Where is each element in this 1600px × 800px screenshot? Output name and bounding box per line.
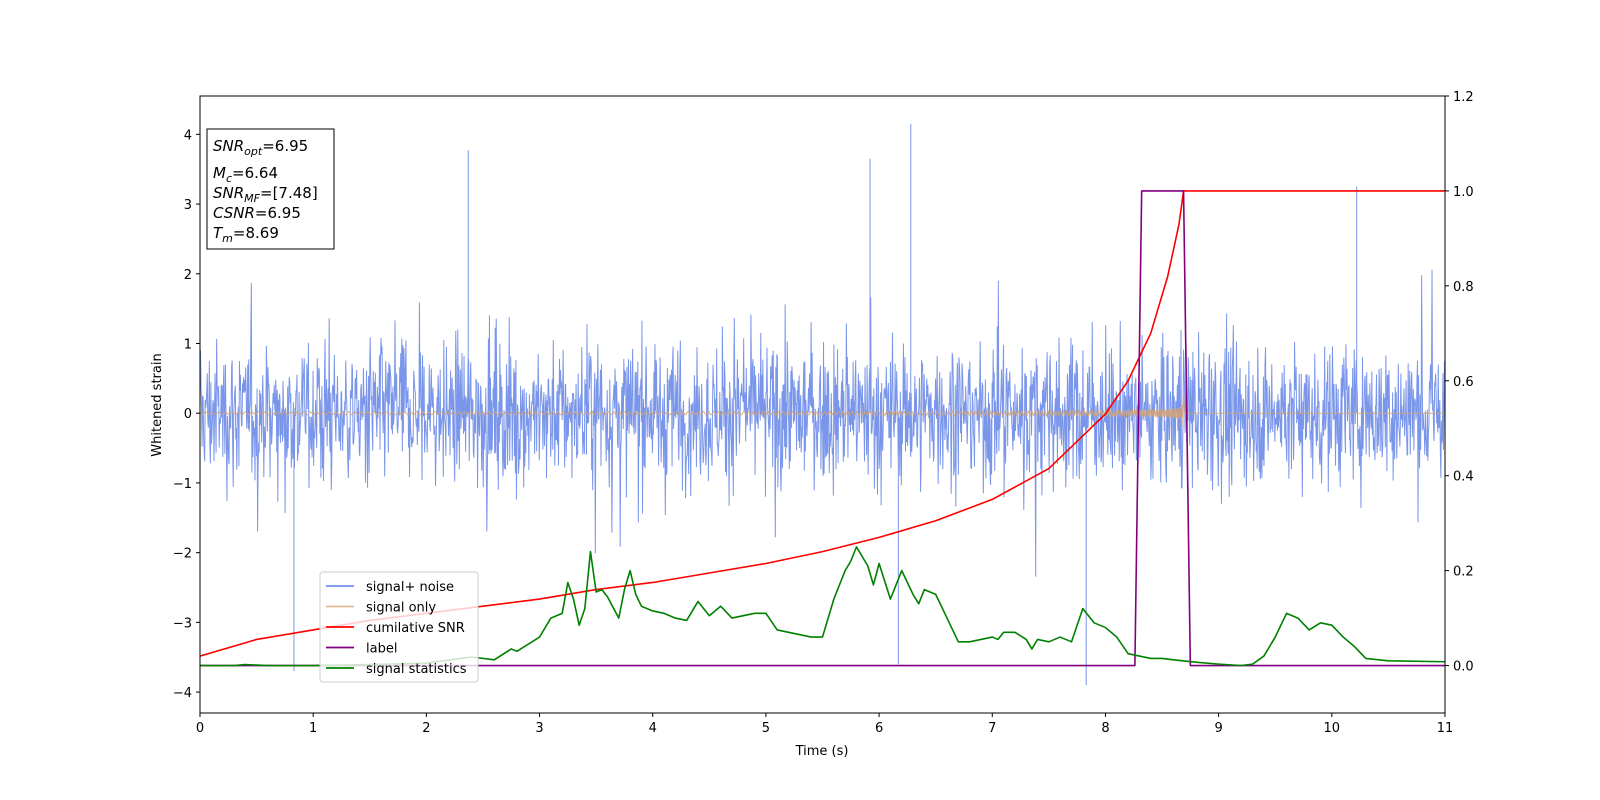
plot-area <box>200 123 1445 686</box>
x-tick-label: 7 <box>988 721 996 736</box>
y-tick-label: 0 <box>184 407 192 422</box>
info-snr-mf-value: =[7.48] <box>260 184 318 202</box>
legend-signal-statistics-label: signal statistics <box>366 662 467 677</box>
y-tick-label: −2 <box>173 547 192 562</box>
y2-tick-label: 0.0 <box>1453 660 1474 675</box>
info-csnr-value: =6.95 <box>255 204 301 222</box>
y2-tick-label: 0.4 <box>1453 470 1474 485</box>
info-box: SNRopt=6.95 Mc=6.64 SNRMF=[7.48] CSNR=6.… <box>206 128 335 250</box>
series-signal-statistics <box>200 546 1445 667</box>
x-tick-label: 9 <box>1214 721 1222 736</box>
y-axis-label: Whitened strain <box>150 353 165 456</box>
y2-tick-label: 0.6 <box>1453 375 1474 390</box>
y-tick-label: −3 <box>173 616 192 631</box>
legend: signal+ noise signal only cumilative SNR la… <box>319 571 479 683</box>
info-csnr-label: CSNR <box>213 204 255 222</box>
legend-cumilative-snr-label: cumilative SNR <box>366 621 465 636</box>
y2-tick-label: 0.2 <box>1453 565 1474 580</box>
info-tm-value: =8.69 <box>233 224 279 242</box>
y2-tick-label: 1.0 <box>1453 185 1474 200</box>
legend-frame <box>319 571 479 683</box>
x-tick-label: 8 <box>1101 721 1109 736</box>
x-tick-label: 3 <box>535 721 543 736</box>
y2-tick-label: 1.2 <box>1453 90 1474 105</box>
info-snr-opt-value: =6.95 <box>262 137 308 155</box>
info-mc: Mc=6.64 <box>213 164 278 185</box>
x-tick-label: 1 <box>309 721 317 736</box>
x-tick-label: 2 <box>422 721 430 736</box>
info-snr-mf-sub: MF <box>244 192 260 205</box>
info-snr-mf: SNRMF=[7.48] <box>213 184 318 205</box>
series-signal-noise <box>200 123 1445 686</box>
info-csnr: CSNR=6.95 <box>213 204 301 222</box>
y-tick-label: −4 <box>173 686 192 701</box>
y-tick-label: 3 <box>184 198 192 213</box>
info-snr-opt-sub: opt <box>244 145 263 158</box>
y-tick-label: 4 <box>184 128 192 143</box>
y2-tick-label: 0.8 <box>1453 280 1474 295</box>
x-tick-label: 5 <box>762 721 770 736</box>
info-tm-sub: m <box>222 232 233 245</box>
legend-label-label: label <box>366 642 397 657</box>
x-axis-label: Time (s) <box>795 744 849 759</box>
x-tick-label: 4 <box>649 721 657 736</box>
x-tick-label: 0 <box>196 721 204 736</box>
info-mc-value: =6.64 <box>232 164 278 182</box>
legend-signal-noise-label: signal+ noise <box>366 580 454 595</box>
x-tick-label: 6 <box>875 721 883 736</box>
info-snr-opt: SNRopt=6.95 <box>213 137 308 158</box>
series-signal-only <box>200 396 1445 427</box>
plot-frame <box>199 95 1446 714</box>
info-mc-label: M <box>213 164 226 182</box>
x-tick-label: 10 <box>1324 721 1341 736</box>
info-snr-mf-label: SNR <box>213 184 244 202</box>
y-tick-label: 2 <box>184 268 192 283</box>
y-tick-label: −1 <box>173 477 192 492</box>
legend-signal-only-label: signal only <box>366 601 436 616</box>
x-tick-label: 11 <box>1437 721 1454 736</box>
info-snr-opt-label: SNR <box>213 137 244 155</box>
info-box-frame <box>206 128 335 250</box>
y-tick-label: 1 <box>184 337 192 352</box>
info-mc-sub: c <box>226 172 232 185</box>
info-tm: Tm=8.69 <box>213 224 279 245</box>
info-tm-label: T <box>213 224 224 242</box>
axes: 0 1 2 3 4 5 6 7 8 9 10 1143210−1−2−3−41.21.00.80.60… <box>173 90 1474 736</box>
